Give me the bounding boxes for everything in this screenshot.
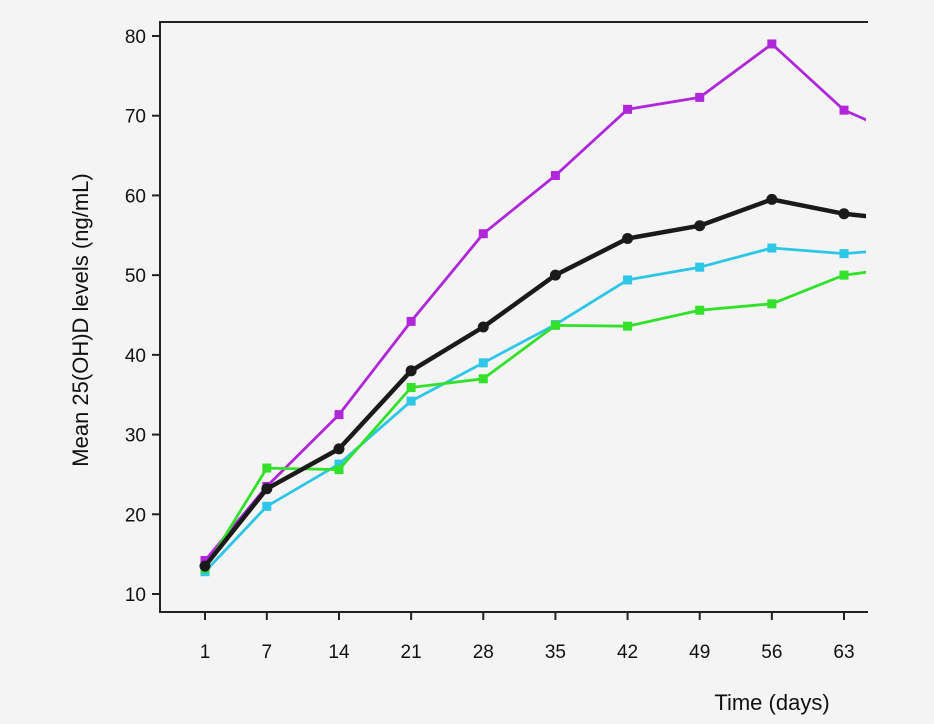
- y-tick-label: 60: [125, 186, 146, 207]
- y-tick-label: 30: [125, 426, 146, 447]
- data-point: [262, 501, 272, 511]
- data-point: [333, 443, 345, 455]
- x-tick-label: 7: [262, 642, 273, 663]
- series-line: [203, 270, 866, 570]
- data-point: [550, 171, 560, 180]
- data-point: [838, 208, 850, 220]
- data-point: [262, 463, 272, 473]
- data-point: [695, 305, 705, 315]
- series-line: [203, 246, 866, 574]
- data-point: [839, 105, 849, 115]
- data-point: [261, 483, 273, 495]
- series-1: [199, 193, 866, 572]
- data-point: [478, 229, 488, 239]
- data-point: [549, 269, 561, 281]
- y-tick-label: 50: [125, 266, 146, 287]
- y-tick-label: 10: [125, 585, 146, 606]
- data-point: [623, 104, 633, 114]
- data-point: [334, 459, 344, 469]
- x-tick-label: 14: [328, 642, 350, 663]
- x-axis-title: Time (days): [714, 690, 829, 715]
- x-tick-label: 21: [401, 642, 422, 663]
- data-point: [334, 410, 344, 420]
- data-point: [767, 243, 777, 253]
- x-tick-label: 56: [761, 642, 782, 663]
- data-point: [477, 321, 489, 333]
- y-tick-label: 70: [125, 107, 146, 128]
- x-tick-label: 28: [473, 642, 494, 663]
- data-point: [694, 220, 706, 232]
- data-point: [766, 193, 778, 205]
- x-tick-label: 49: [689, 642, 710, 663]
- data-point: [622, 232, 634, 244]
- series-3: [200, 270, 866, 573]
- series-line: [202, 197, 866, 569]
- y-tick-label: 20: [125, 505, 146, 526]
- y-tick-label: 80: [125, 27, 146, 48]
- data-point: [623, 321, 633, 331]
- data-point: [767, 299, 777, 309]
- data-point: [406, 396, 416, 406]
- y-tick-label: 40: [125, 346, 146, 367]
- data-point: [550, 320, 560, 330]
- plot-frame: [159, 21, 868, 613]
- data-point: [199, 560, 211, 572]
- data-point: [839, 270, 849, 280]
- x-tick-label: 1: [200, 642, 211, 663]
- data-point: [334, 465, 344, 475]
- data-point: [405, 365, 417, 377]
- series-2: [200, 243, 866, 577]
- data-point: [695, 262, 705, 272]
- data-point: [406, 316, 416, 326]
- data-point: [623, 275, 633, 285]
- data-point: [478, 374, 488, 384]
- y-axis-title: Mean 25(OH)D levels (ng/mL): [68, 173, 93, 466]
- x-tick-label: 42: [617, 642, 638, 663]
- x-tick-label: 35: [545, 642, 566, 663]
- data-point: [767, 39, 777, 49]
- data-point: [839, 249, 849, 259]
- x-tick-label: 63: [833, 642, 854, 663]
- data-point: [406, 383, 416, 393]
- data-point: [478, 358, 488, 368]
- data-point: [200, 556, 210, 566]
- data-point: [695, 92, 705, 102]
